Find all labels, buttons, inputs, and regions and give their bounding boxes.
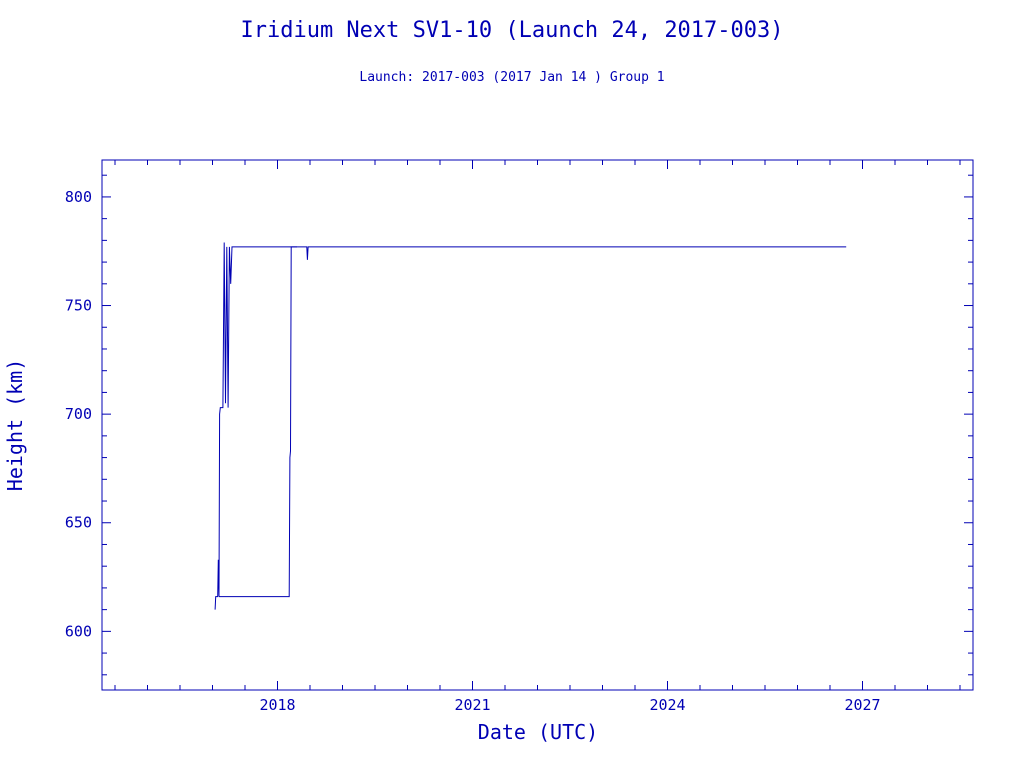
x-tick-label: 2021 [454, 696, 490, 714]
y-tick-label: 750 [65, 297, 92, 315]
x-tick-label: 2018 [259, 696, 295, 714]
chart-subtitle: Launch: 2017-003 (2017 Jan 14 ) Group 1 [359, 70, 664, 85]
series-group [214, 242, 847, 610]
y-tick-label: 700 [65, 405, 92, 423]
y-tick-label: 650 [65, 514, 92, 532]
plot-frame [101, 159, 974, 691]
x-tick-label: 2024 [649, 696, 685, 714]
y-ticks [102, 174, 973, 676]
chart-title: Iridium Next SV1-10 (Launch 24, 2017-003… [240, 18, 783, 43]
y-tick-label: 800 [65, 188, 92, 206]
series-line-2 [219, 246, 297, 598]
x-tick-label: 2027 [844, 696, 880, 714]
y-tick-labels: 600 650 700 750 800 [65, 188, 92, 640]
y-axis-label: Height (km) [3, 359, 27, 491]
x-axis-label: Date (UTC) [478, 720, 598, 744]
x-tick-labels: 2018 2021 2024 2027 [259, 696, 880, 714]
x-ticks [114, 160, 961, 690]
series-line-1 [214, 242, 847, 610]
y-tick-label: 600 [65, 622, 92, 640]
